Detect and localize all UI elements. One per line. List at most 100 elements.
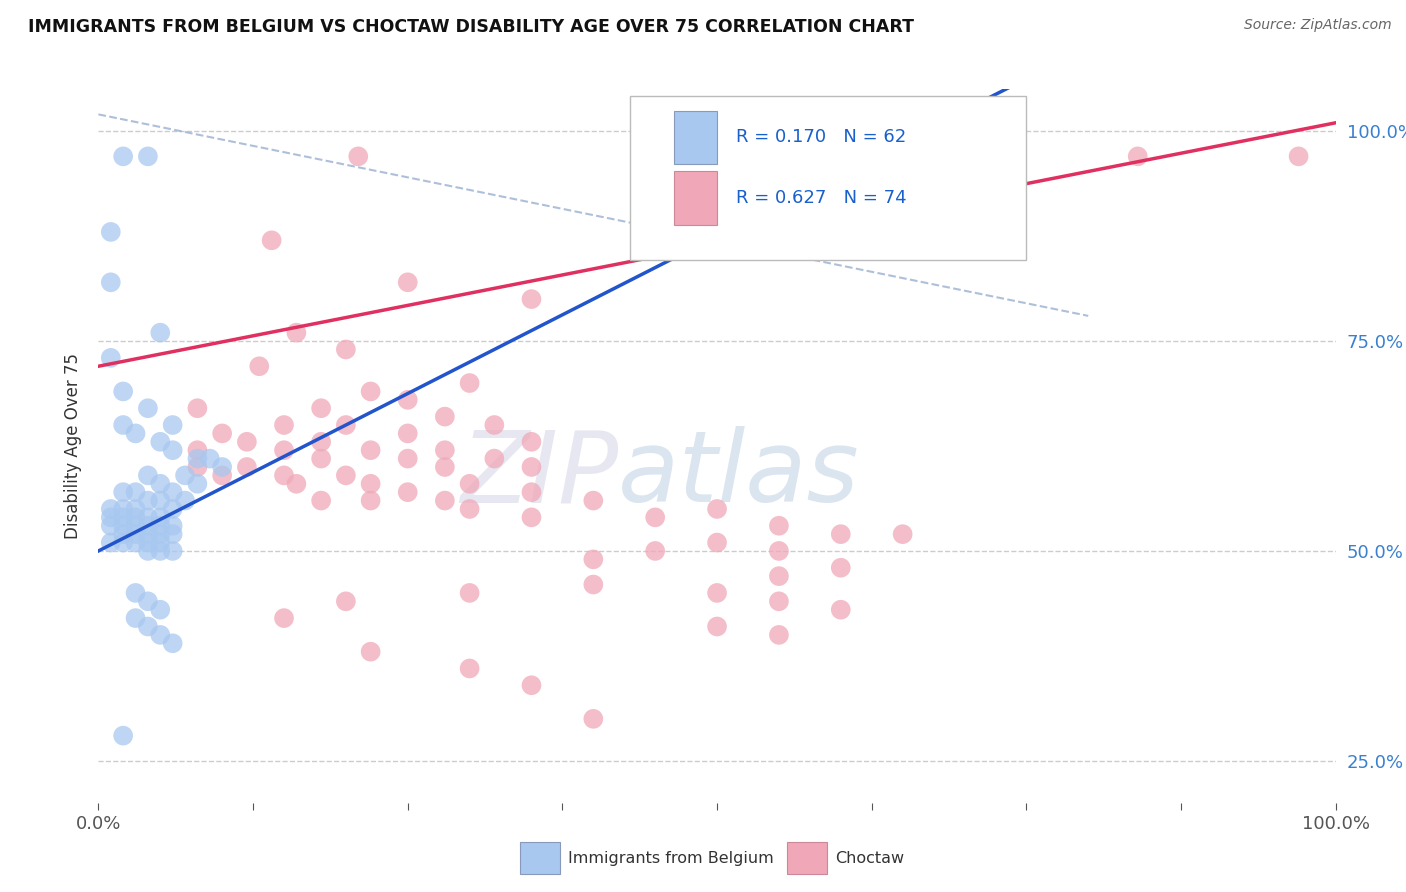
Text: Choctaw: Choctaw <box>835 851 904 865</box>
Point <box>162 527 184 541</box>
Point <box>966 149 988 163</box>
Point <box>211 426 233 441</box>
Point <box>520 460 543 475</box>
Point <box>273 443 295 458</box>
Point <box>360 443 382 458</box>
Point <box>124 426 146 441</box>
Point <box>520 434 543 449</box>
Point <box>458 502 481 516</box>
Point <box>644 149 666 163</box>
Point <box>768 518 790 533</box>
FancyBboxPatch shape <box>787 842 827 874</box>
Point <box>112 527 135 541</box>
Point <box>236 434 259 449</box>
Point <box>830 527 852 541</box>
Point <box>162 417 184 432</box>
Point <box>644 544 666 558</box>
Point <box>136 468 159 483</box>
Point <box>174 468 197 483</box>
Point <box>335 417 357 432</box>
Point <box>162 518 184 533</box>
Point <box>236 460 259 475</box>
Point <box>396 275 419 289</box>
Point <box>706 502 728 516</box>
Point <box>458 476 481 491</box>
Point <box>186 443 208 458</box>
Point <box>112 417 135 432</box>
Point <box>273 417 295 432</box>
Point <box>124 502 146 516</box>
Point <box>136 527 159 541</box>
Point <box>124 518 146 533</box>
Point <box>162 443 184 458</box>
Point <box>396 392 419 407</box>
Point <box>136 401 159 416</box>
Point <box>768 594 790 608</box>
Point <box>149 493 172 508</box>
Point <box>149 603 172 617</box>
Point <box>112 149 135 163</box>
Point <box>136 493 159 508</box>
Point <box>582 493 605 508</box>
Text: Source: ZipAtlas.com: Source: ZipAtlas.com <box>1244 18 1392 32</box>
Point <box>124 535 146 549</box>
Point <box>112 535 135 549</box>
Point <box>433 460 456 475</box>
Point <box>136 594 159 608</box>
Point <box>484 417 506 432</box>
Point <box>309 434 332 449</box>
Point <box>124 510 146 524</box>
Point <box>706 586 728 600</box>
Point <box>186 460 208 475</box>
Point <box>149 326 172 340</box>
Point <box>582 712 605 726</box>
Point <box>484 451 506 466</box>
Point <box>112 384 135 399</box>
Point <box>433 409 456 424</box>
Point <box>136 510 159 524</box>
Point <box>360 476 382 491</box>
Point <box>112 510 135 524</box>
Point <box>124 586 146 600</box>
Point <box>124 527 146 541</box>
Point <box>347 149 370 163</box>
Point <box>458 661 481 675</box>
Point <box>136 619 159 633</box>
Point <box>433 443 456 458</box>
Point <box>149 535 172 549</box>
Point <box>100 510 122 524</box>
FancyBboxPatch shape <box>673 171 717 225</box>
Point <box>285 326 308 340</box>
Point <box>149 527 172 541</box>
Point <box>360 384 382 399</box>
Text: atlas: atlas <box>619 426 859 523</box>
Point <box>112 485 135 500</box>
Point <box>309 493 332 508</box>
Point <box>149 544 172 558</box>
Point <box>124 485 146 500</box>
Point <box>309 401 332 416</box>
Y-axis label: Disability Age Over 75: Disability Age Over 75 <box>63 353 82 539</box>
Point <box>162 485 184 500</box>
Point <box>112 518 135 533</box>
Point <box>100 351 122 365</box>
Point <box>335 594 357 608</box>
Point <box>396 451 419 466</box>
Point <box>891 527 914 541</box>
Point <box>644 510 666 524</box>
Point <box>520 510 543 524</box>
Point <box>136 535 159 549</box>
Point <box>360 645 382 659</box>
Point <box>247 359 270 374</box>
Point <box>260 233 283 247</box>
Point <box>186 401 208 416</box>
Point <box>520 292 543 306</box>
Point <box>162 636 184 650</box>
Point <box>582 577 605 591</box>
Point <box>396 485 419 500</box>
Point <box>100 225 122 239</box>
Point <box>211 468 233 483</box>
Point <box>1126 149 1149 163</box>
FancyBboxPatch shape <box>520 842 560 874</box>
Point <box>335 343 357 357</box>
